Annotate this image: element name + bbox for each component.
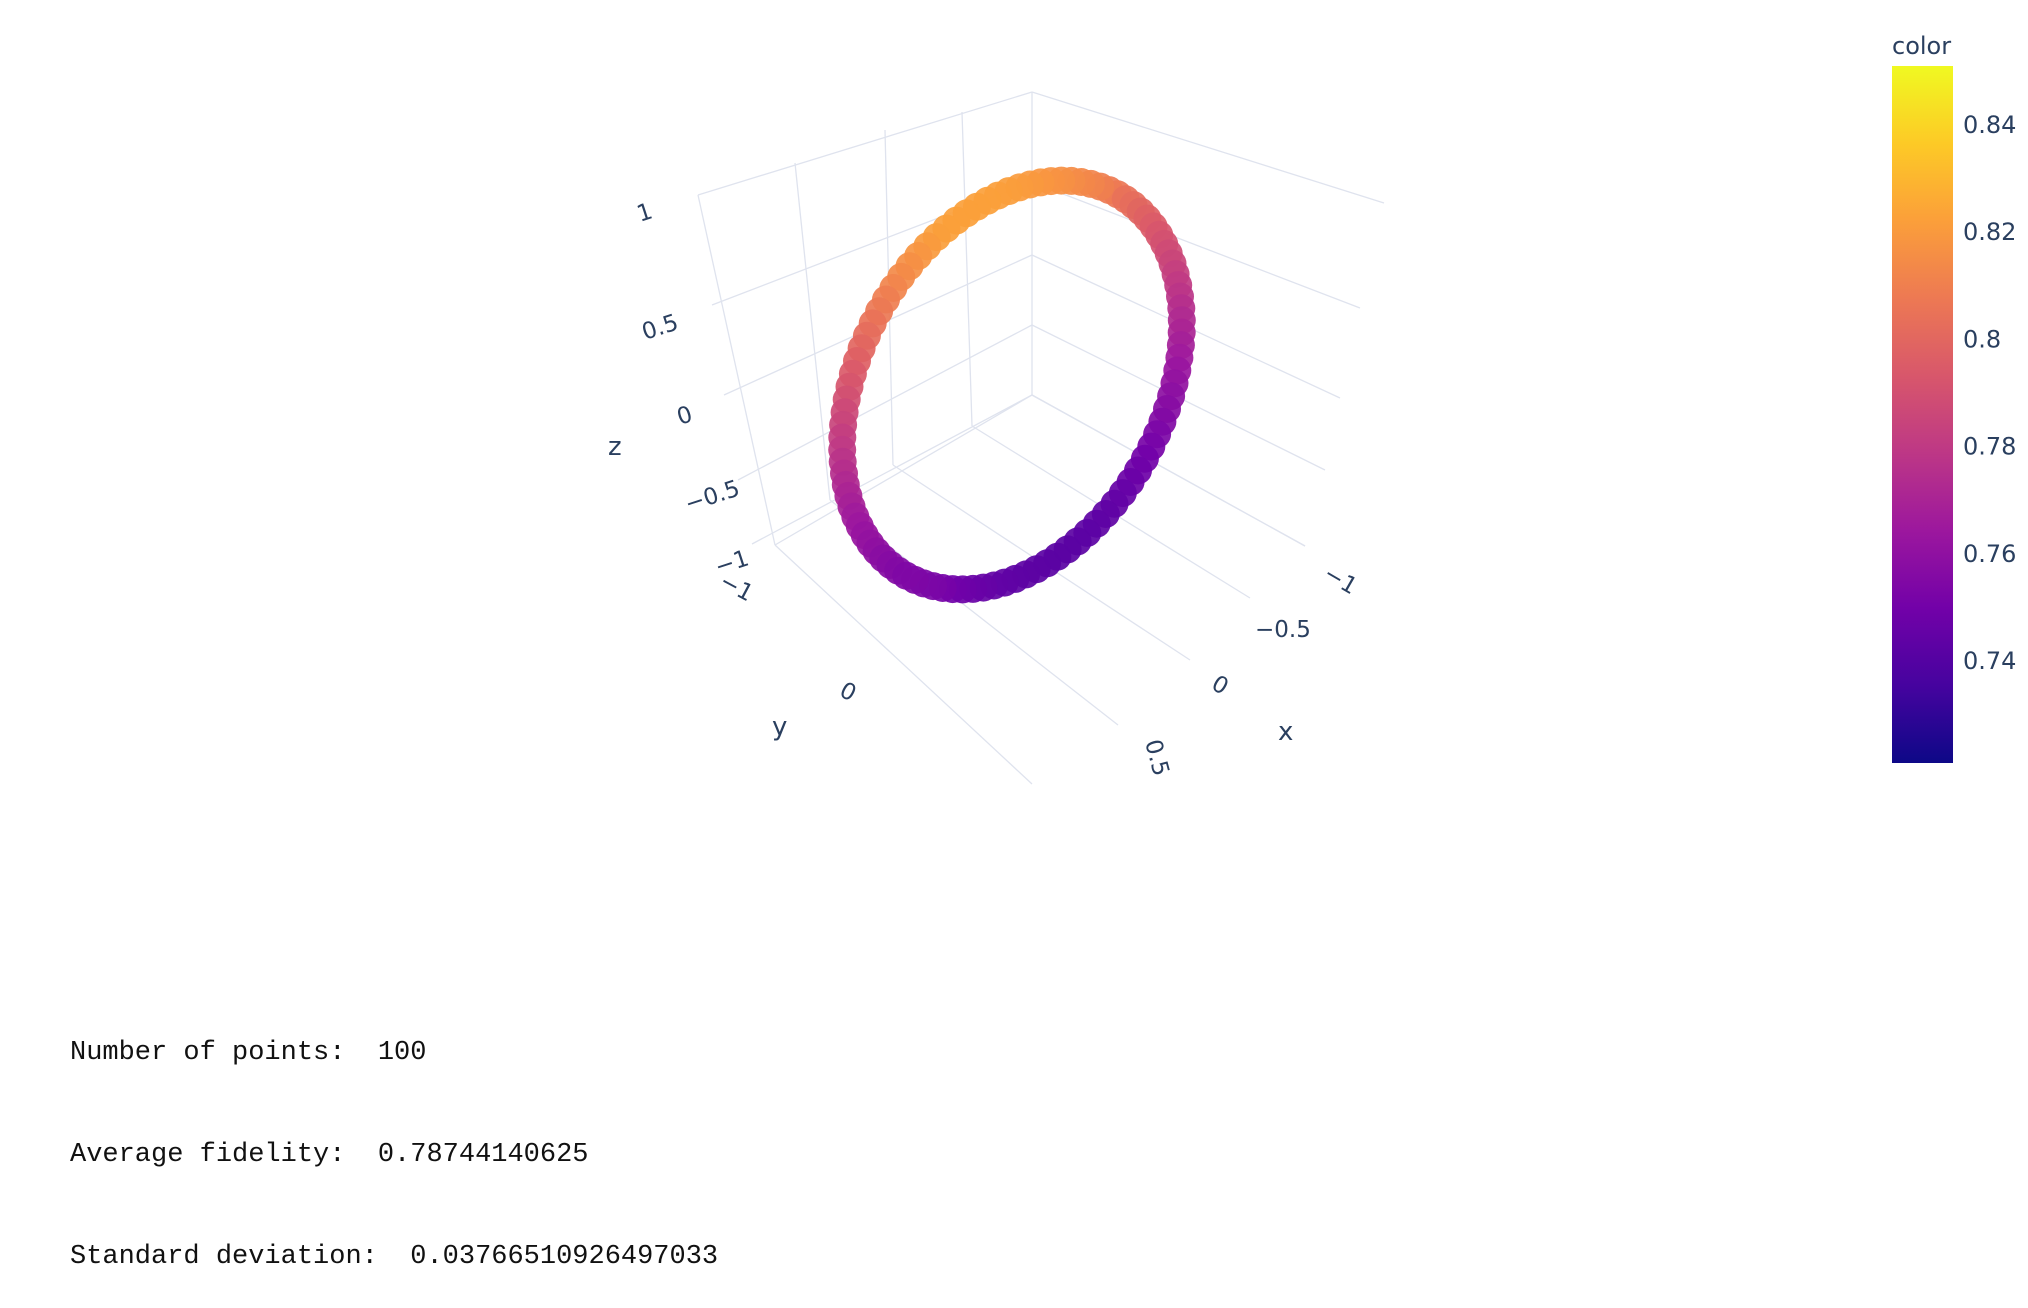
output-label: Number of points:: [70, 1038, 346, 1068]
colorbar-tick-label: 0.84: [1963, 111, 2016, 139]
output-line-points: Number of points: 100: [70, 1036, 718, 1070]
z-tick-label: 0.5: [639, 310, 682, 346]
colorbar-tick-label: 0.78: [1963, 433, 2016, 461]
output-value: 100: [377, 1038, 427, 1068]
colorbar: color 0.74 0.76 0.78 0.8 0.82 0.84: [1892, 32, 2016, 763]
colorbar-tick-label: 0.76: [1963, 540, 2016, 568]
x-tick-label: 0: [1207, 671, 1233, 701]
ring-marker: [892, 561, 921, 590]
z-axis-title: z: [608, 432, 622, 462]
y-tick-label: 0: [835, 677, 860, 707]
x-tick-label: −0.5: [1255, 617, 1311, 643]
colorbar-gradient: [1892, 66, 1953, 763]
x-axis-title: x: [1278, 717, 1293, 747]
colorbar-tick-label: 0.82: [1963, 218, 2016, 246]
x-axis-tick-labels: −1 −0.5 0 0.5: [1139, 561, 1361, 779]
colorbar-title: color: [1892, 32, 1951, 60]
output-label: Average fidelity:: [70, 1140, 346, 1170]
colorbar-tick-label: 0.74: [1963, 647, 2016, 675]
y-axis-tick-labels: −1 0: [715, 568, 860, 707]
ring-markers: [828, 166, 1196, 604]
chart-3d-scatter[interactable]: 1 0.5 0 −0.5 −1 z −1 0 y −1 −0.5 0 0.5 x…: [0, 0, 2028, 820]
x-tick-label: 0.5: [1139, 737, 1174, 779]
output-value: 0.78744140625: [377, 1140, 589, 1170]
x-tick-label: −1: [1319, 561, 1361, 600]
z-tick-label: 1: [634, 198, 656, 227]
output-line-average: Average fidelity: 0.78744140625: [70, 1138, 718, 1172]
stdout-output: Number of points: 100 Average fidelity: …: [70, 968, 718, 1308]
y-axis-title: y: [772, 712, 787, 742]
output-label: Standard deviation:: [70, 1242, 378, 1272]
colorbar-tick-labels: 0.74 0.76 0.78 0.8 0.82 0.84: [1963, 111, 2016, 675]
output-value: 0.03766510926497033: [410, 1242, 719, 1272]
z-tick-label: −0.5: [682, 476, 743, 518]
z-tick-label: 0: [674, 401, 696, 430]
colorbar-tick-label: 0.8: [1963, 325, 2001, 353]
output-line-stddev: Standard deviation: 0.03766510926497033: [70, 1240, 718, 1274]
